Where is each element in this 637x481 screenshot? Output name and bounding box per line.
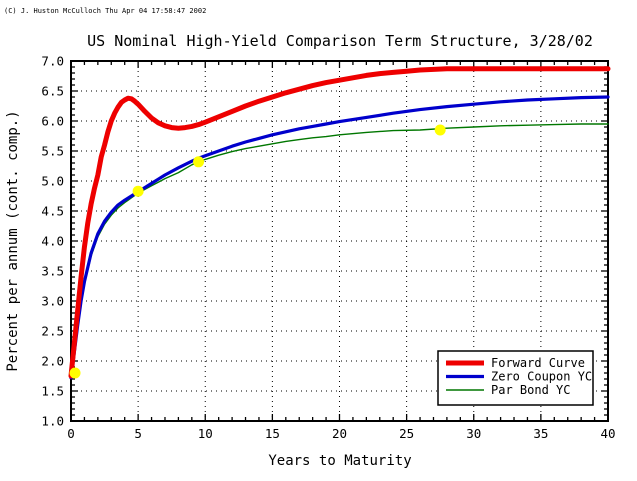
y-tick-label: 7.0 bbox=[41, 54, 64, 69]
x-axis-label: Years to Maturity bbox=[268, 453, 411, 469]
forward-curve-line bbox=[68, 66, 611, 379]
plot-frame bbox=[70, 60, 609, 422]
x-tick-label: 10 bbox=[198, 426, 213, 441]
y-tick-label: 4.5 bbox=[41, 204, 64, 219]
copyright-text: (C) J. Huston McCulloch Thu Apr 04 17:58… bbox=[4, 7, 206, 15]
y-tick-label: 5.5 bbox=[41, 144, 64, 159]
y-tick-label: 3.5 bbox=[41, 264, 64, 279]
x-tick-label: 20 bbox=[332, 426, 347, 441]
chart-title: US Nominal High-Yield Comparison Term St… bbox=[87, 32, 593, 50]
y-tick-label: 2.0 bbox=[41, 354, 64, 369]
zero-coupon-yc-line bbox=[69, 95, 610, 380]
knot-marker bbox=[69, 367, 81, 379]
y-tick-label: 2.5 bbox=[41, 324, 64, 339]
x-tick-label: 35 bbox=[533, 426, 548, 441]
legend-label: Forward Curve bbox=[491, 356, 585, 370]
x-tick-label: 5 bbox=[134, 426, 142, 441]
legend-label: Par Bond YC bbox=[491, 383, 570, 397]
y-tick-label: 4.0 bbox=[41, 234, 64, 249]
plot-area: 0 5 10 15 20 25 30 35 40 1.0 1.5 2.0 2.5 3.0 3.5 4.0 4.5… bbox=[41, 54, 615, 442]
y-tick-label: 6.0 bbox=[41, 114, 64, 129]
y-axis-label: Percent per annum (cont. comp.) bbox=[5, 110, 21, 371]
legend-label: Zero Coupon YC bbox=[491, 370, 592, 384]
x-tick-label: 0 bbox=[67, 426, 75, 441]
knot-marker bbox=[132, 185, 144, 197]
x-tick-label: 25 bbox=[399, 426, 414, 441]
knot-marker bbox=[434, 124, 446, 136]
par-bond-yc-line bbox=[70, 123, 609, 379]
y-tick-label: 6.5 bbox=[41, 84, 64, 99]
y-tick-label: 1.0 bbox=[41, 414, 64, 429]
y-tick-label: 1.5 bbox=[41, 384, 64, 399]
knot-marker bbox=[193, 156, 205, 168]
x-tick-label: 15 bbox=[265, 426, 280, 441]
y-tick-label: 3.0 bbox=[41, 294, 64, 309]
x-tick-label: 30 bbox=[466, 426, 481, 441]
x-tick-label: 40 bbox=[600, 426, 615, 441]
y-tick-label: 5.0 bbox=[41, 174, 64, 189]
